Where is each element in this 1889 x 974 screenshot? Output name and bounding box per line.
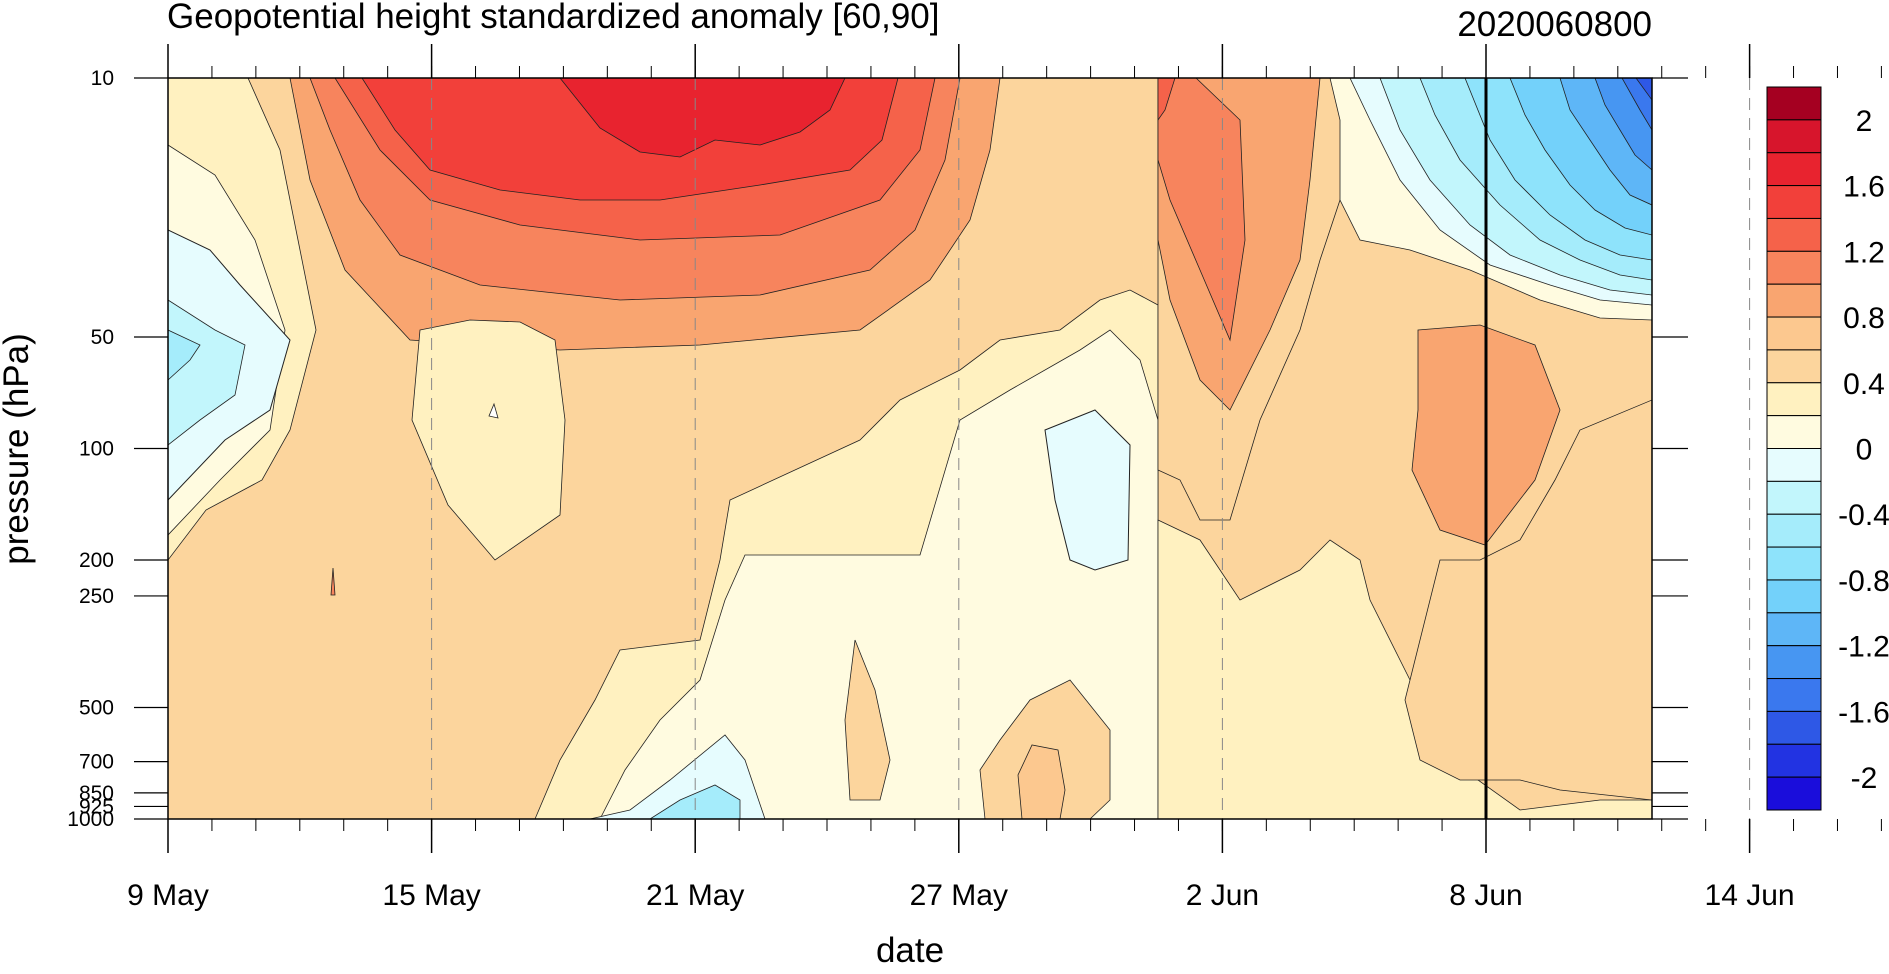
- contour-fill: [168, 299, 246, 446]
- colorbar-box: [1766, 645, 1822, 680]
- contour-fill: [1404, 399, 1652, 801]
- y-tick-label: 1000: [67, 808, 114, 831]
- contour-fill: [411, 319, 566, 561]
- contour-fill: [1157, 78, 1246, 342]
- colorbar-label: 0.4: [1843, 368, 1885, 401]
- x-tick-label: 15 May: [382, 879, 480, 912]
- colorbar-box: [1766, 283, 1822, 318]
- colorbar-box: [1766, 382, 1822, 417]
- x-axis-label: date: [876, 931, 944, 969]
- colorbar-box: [1766, 415, 1822, 449]
- colorbar-box: [1766, 480, 1822, 515]
- contour-fill: [599, 329, 1159, 819]
- x-tick-label: 21 May: [646, 879, 744, 912]
- contour-fill: [1017, 744, 1066, 819]
- y-tick-label: 700: [79, 751, 114, 774]
- colorbar-box: [1766, 217, 1822, 252]
- y-tick-label: 850: [79, 782, 114, 805]
- y-tick-label: 500: [79, 696, 114, 719]
- x-tick-label: 2 Jun: [1186, 879, 1259, 912]
- contour-fill: [1044, 409, 1131, 571]
- colorbar-label: -1.6: [1838, 696, 1889, 729]
- x-tick-label: 27 May: [910, 879, 1008, 912]
- colorbar-box: [1766, 710, 1822, 745]
- contour-fill: [559, 78, 846, 158]
- colorbar-box: [1766, 152, 1822, 187]
- contour-field: [168, 78, 1652, 819]
- contour-fill: [1157, 78, 1176, 122]
- y-tick-label: 250: [79, 585, 114, 608]
- colorbar-box: [1766, 612, 1822, 647]
- colorbar-box: [1766, 86, 1822, 121]
- y-tick-label: 925: [79, 795, 114, 818]
- x-axis: 9 May 15 May 21 May 27 May 2 Jun 8 Jun 14 Jun 2…: [127, 44, 1882, 912]
- y-axis-label: pressure (hPa): [0, 333, 36, 564]
- contour-fill: [844, 639, 891, 801]
- colorbar-box: [1766, 678, 1822, 712]
- colorbar-label: 0.8: [1843, 302, 1885, 335]
- colorbar: 2 1.6 1.2 0.8 0.4 0 -0.4 -0.8 -1.2 -1.6 -2: [1766, 86, 1889, 811]
- colorbar-label: 1.6: [1843, 171, 1885, 204]
- x-tick-label: 9 May: [127, 879, 209, 912]
- date-gridlines: [431, 78, 1751, 819]
- x-tick-label: 14 Jun: [1705, 879, 1795, 912]
- colorbar-label: 2: [1856, 105, 1873, 138]
- colorbar-box: [1766, 743, 1822, 778]
- colorbar-box: [1766, 448, 1822, 482]
- colorbar-box: [1766, 776, 1822, 811]
- colorbar-label: -2: [1851, 762, 1878, 795]
- colorbar-box: [1766, 119, 1822, 154]
- colorbar-label: -1.2: [1838, 631, 1889, 664]
- contour-fill: [330, 567, 336, 596]
- colorbar-box: [1766, 579, 1822, 614]
- colorbar-box: [1766, 316, 1822, 351]
- colorbar-box: [1766, 349, 1822, 384]
- colorbar-box: [1766, 513, 1822, 548]
- x-tick-label: 8 Jun: [1449, 879, 1522, 912]
- colorbar-label: -0.8: [1838, 565, 1889, 598]
- colorbar-label: -0.4: [1838, 499, 1889, 532]
- y-tick-label: 100: [79, 438, 114, 461]
- colorbar-box: [1766, 250, 1822, 285]
- colorbar-box: [1766, 185, 1822, 219]
- y-tick-label: 50: [91, 326, 114, 349]
- chart-title: Geopotential height standardized anomaly…: [167, 0, 939, 36]
- colorbar-box: [1766, 546, 1822, 581]
- colorbar-label: 1.2: [1843, 236, 1885, 269]
- contour-fill: [488, 402, 499, 419]
- colorbar-label: 0: [1856, 434, 1873, 467]
- chart-right-title: 2020060800: [1457, 5, 1652, 44]
- y-tick-label: 200: [79, 549, 114, 572]
- y-tick-label: 10: [91, 67, 114, 90]
- contour-fill: [1635, 78, 1652, 101]
- contour-fill: [1621, 78, 1652, 131]
- contour-fill: [168, 329, 201, 381]
